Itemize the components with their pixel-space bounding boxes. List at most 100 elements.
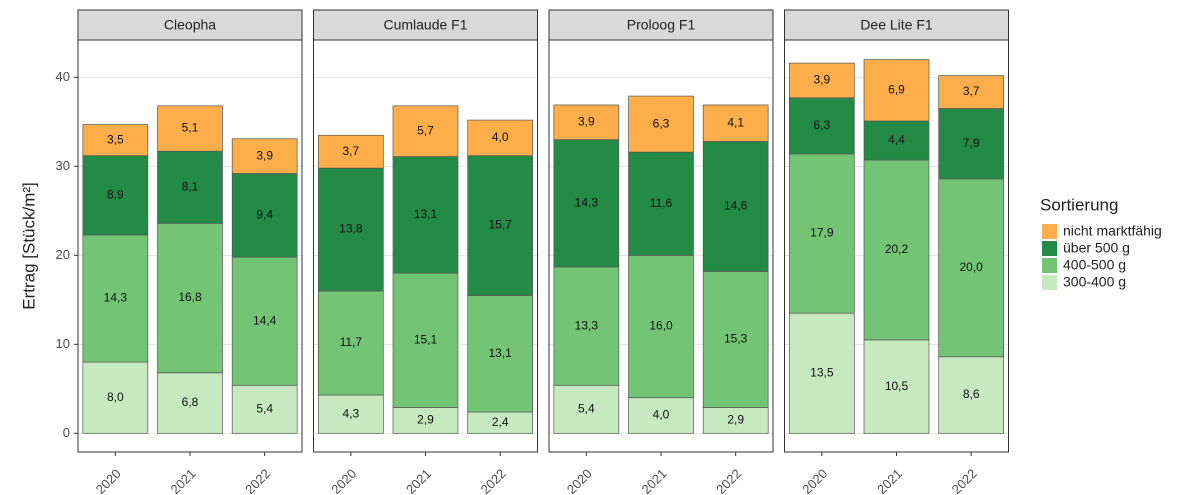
- bar-segment: [392, 407, 459, 434]
- x-tick-label: 2021: [638, 466, 669, 495]
- bar-segment: [628, 397, 694, 434]
- bar-segment: [467, 295, 533, 413]
- value-label: 6,3: [653, 116, 670, 130]
- bar-segment: [553, 266, 620, 386]
- bar-segment: [863, 339, 930, 434]
- legend-swatch: [1042, 258, 1057, 273]
- bar-segment: [392, 272, 459, 408]
- bar-segment: [82, 234, 149, 363]
- y-tick-label: 40: [56, 69, 70, 84]
- value-label: 14,6: [724, 199, 748, 213]
- value-label: 2,4: [492, 415, 509, 429]
- bar-segment: [231, 256, 298, 386]
- value-label: 4,0: [653, 408, 670, 422]
- bar-segment: [318, 394, 384, 434]
- bar-segment: [392, 105, 459, 157]
- value-label: 7,9: [963, 136, 980, 150]
- value-label: 20,2: [885, 242, 909, 256]
- y-tick-label: 30: [56, 158, 70, 173]
- y-tick-label: 20: [56, 247, 70, 262]
- value-label: 13,5: [810, 365, 834, 379]
- strip: [548, 9, 774, 41]
- legend-label: nicht marktfähig: [1063, 223, 1162, 239]
- bar-segment: [82, 155, 149, 236]
- bar-segment: [231, 173, 298, 258]
- bar-segment: [702, 141, 769, 272]
- legend-swatch: [1042, 275, 1057, 290]
- x-tick-label: 2022: [949, 466, 980, 495]
- facet-title: Dee Lite F1: [860, 17, 933, 33]
- bar-segment: [702, 271, 769, 408]
- value-label: 8,0: [107, 390, 124, 404]
- bar-segment: [467, 155, 533, 296]
- value-label: 6,3: [813, 118, 830, 132]
- value-label: 10,5: [885, 379, 909, 393]
- x-tick-label: 2020: [799, 466, 830, 495]
- value-label: 3,9: [813, 73, 830, 87]
- y-tick-label: 0: [63, 425, 70, 440]
- value-label: 5,1: [182, 121, 199, 135]
- legend-title: Sortierung: [1040, 195, 1118, 214]
- bar-segment: [318, 134, 384, 169]
- x-tick-label: 2022: [713, 466, 744, 495]
- value-label: 20,0: [959, 260, 983, 274]
- value-label: 15,1: [414, 332, 438, 346]
- y-tick-label: 10: [56, 336, 70, 351]
- x-tick-label: 2021: [874, 466, 905, 495]
- value-label: 8,9: [107, 187, 124, 201]
- value-label: 16,8: [178, 290, 202, 304]
- value-label: 17,9: [810, 226, 834, 240]
- bar-segment: [553, 384, 620, 434]
- bar-segment: [467, 119, 533, 157]
- value-label: 9,4: [256, 207, 273, 221]
- strip: [77, 9, 303, 41]
- value-label: 13,8: [339, 222, 363, 236]
- value-label: 5,4: [256, 401, 273, 415]
- facet-title: Proloog F1: [627, 17, 696, 33]
- x-tick-label: 2022: [478, 466, 509, 495]
- x-tick-label: 2021: [167, 466, 198, 495]
- y-axis-label: Ertrag [Stück/m²]: [19, 182, 38, 310]
- value-label: 11,7: [340, 335, 363, 349]
- bar-segment: [789, 312, 855, 434]
- bar-segment: [938, 356, 1004, 434]
- value-label: 4,0: [492, 130, 509, 144]
- value-label: 2,9: [727, 413, 744, 427]
- value-label: 3,7: [342, 144, 359, 158]
- value-label: 14,3: [104, 291, 128, 305]
- legend-label: 300-400 g: [1063, 274, 1126, 290]
- legend-swatch: [1042, 224, 1057, 239]
- value-label: 3,7: [963, 84, 980, 98]
- bar-segment: [392, 156, 459, 274]
- facet-title: Cleopha: [164, 17, 216, 33]
- value-label: 3,9: [256, 148, 273, 162]
- bar-segment: [938, 108, 1004, 180]
- bar-segment: [938, 178, 1004, 358]
- legend-label: 400-500 g: [1063, 257, 1126, 273]
- value-label: 14,4: [253, 313, 277, 327]
- legend-swatch: [1042, 241, 1057, 256]
- x-tick-label: 2021: [403, 466, 434, 495]
- value-label: 4,1: [727, 115, 744, 129]
- x-tick-label: 2020: [93, 466, 124, 495]
- bar-segment: [628, 95, 694, 153]
- x-tick-label: 2020: [564, 466, 595, 495]
- bar-segment: [82, 124, 149, 157]
- value-label: 16,0: [649, 319, 673, 333]
- value-label: 5,4: [578, 401, 595, 415]
- bar-segment: [702, 104, 769, 142]
- value-label: 5,7: [417, 123, 434, 137]
- value-label: 13,1: [414, 207, 438, 221]
- bar-segment: [863, 59, 930, 122]
- strip: [313, 9, 538, 41]
- facet-title: Cumlaude F1: [383, 17, 467, 33]
- legend-label: über 500 g: [1063, 240, 1130, 256]
- x-tick-label: 2020: [328, 466, 359, 495]
- bar-segment: [553, 104, 620, 141]
- bar-segment: [231, 138, 298, 174]
- bar-segment: [318, 167, 384, 292]
- value-label: 2,9: [417, 413, 434, 427]
- value-label: 13,3: [575, 318, 599, 332]
- bar-segment: [789, 62, 855, 99]
